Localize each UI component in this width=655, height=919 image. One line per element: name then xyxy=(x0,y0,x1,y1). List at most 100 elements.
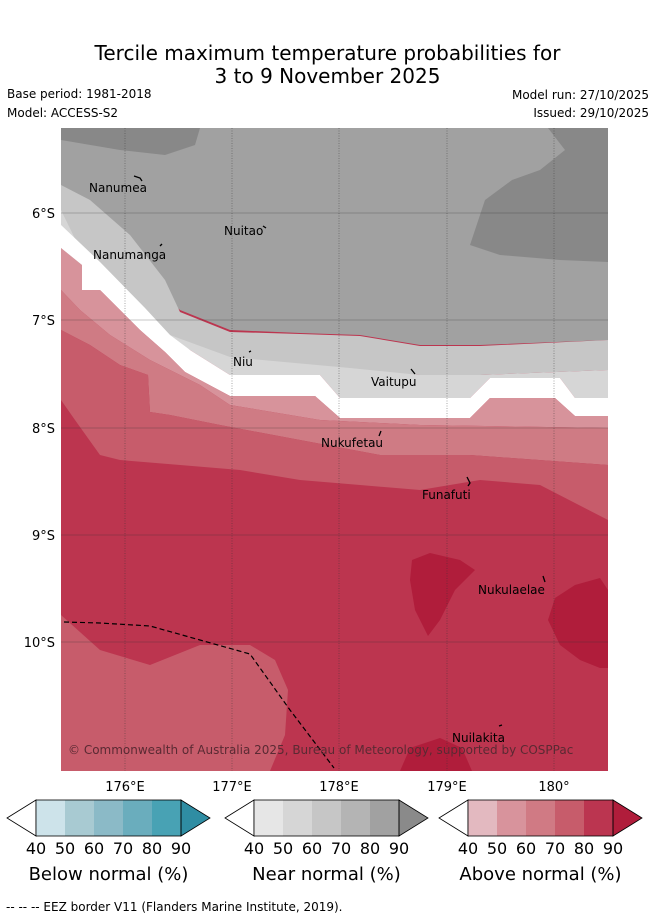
colorbar-tick-label: 70 xyxy=(331,839,351,858)
place-label-nuilakita: Nuilakita xyxy=(452,731,505,745)
map-grid xyxy=(61,128,608,771)
island-nanumea xyxy=(133,175,143,182)
colorbars: 40 50 60 70 80 90 Below normal (%) 40 50 60 70 80 90… xyxy=(6,799,643,885)
y-tick-label: 9°S xyxy=(32,529,55,544)
island-vaitupu xyxy=(410,368,416,375)
contour-above-70-southwest xyxy=(61,615,288,771)
island-nukulaelae xyxy=(542,575,546,583)
colorbar-tick-label: 80 xyxy=(574,839,594,858)
place-label-nukulaelae: Nukulaelae xyxy=(478,583,545,597)
contour-near-60 xyxy=(61,210,608,398)
colorbar-tick-label: 40 xyxy=(26,839,46,858)
colorbar-outline xyxy=(467,799,614,837)
colorbar-over-extension xyxy=(612,799,643,837)
contour-above-50 xyxy=(61,248,608,428)
colorbar-outline xyxy=(253,799,400,837)
y-tick-label: 10°S xyxy=(24,636,55,651)
colorbar-segment xyxy=(526,800,555,836)
y-axis-ticks: 6°S 7°S 8°S 9°S 10°S xyxy=(24,207,55,651)
x-tick-label: 178°E xyxy=(319,780,359,795)
x-tick-label: 176°E xyxy=(105,780,145,795)
y-tick-label: 8°S xyxy=(32,422,55,437)
colorbar-tick-label: 70 xyxy=(545,839,565,858)
colorbar-over-extension xyxy=(398,799,429,837)
colorbar-tick-label: 60 xyxy=(516,839,536,858)
colorbar-tick-label: 90 xyxy=(389,839,409,858)
colorbar-segment xyxy=(312,800,341,836)
island-niu xyxy=(248,350,252,353)
island-marks xyxy=(133,175,546,727)
colorbar-2: 40 50 60 70 80 90 Above normal (%) xyxy=(438,799,643,885)
colorbar-under-extension xyxy=(6,799,37,837)
island-funafuti xyxy=(466,476,471,487)
colorbar-title: Near normal (%) xyxy=(252,864,401,885)
colorbar-tick-label: 40 xyxy=(244,839,264,858)
colorbar-title: Above normal (%) xyxy=(459,864,621,885)
eez-legend-note: -- -- -- EEZ border V11 (Flanders Marine… xyxy=(6,900,343,914)
colorbar-under-extension xyxy=(224,799,255,837)
island-nukufetau xyxy=(378,430,382,437)
colorbar-segment xyxy=(497,800,526,836)
colorbar-segment xyxy=(123,800,152,836)
colorbar-segment xyxy=(152,800,181,836)
place-label-nukufetau: Nukufetau xyxy=(321,436,383,450)
place-label-nuitao: Nuitao xyxy=(224,224,263,238)
x-tick-label: 177°E xyxy=(212,780,252,795)
colorbar-segment xyxy=(94,800,123,836)
colorbar-tick-label: 60 xyxy=(302,839,322,858)
colorbar-segment xyxy=(370,800,399,836)
contour-near-90-top xyxy=(61,128,200,155)
model-run: Model run: 27/10/2025 xyxy=(511,88,649,102)
colorbar-tick-label: 60 xyxy=(84,839,104,858)
contour-above-70 xyxy=(61,330,608,520)
issued-date: Issued: 29/10/2025 xyxy=(533,106,649,120)
colorbar-1: 40 50 60 70 80 90 Near normal (%) xyxy=(224,799,429,885)
colorbar-0: 40 50 60 70 80 90 Below normal (%) xyxy=(6,799,211,885)
place-label-vaitupu: Vaitupu xyxy=(371,375,417,389)
model-name: Model: ACCESS-S2 xyxy=(7,106,119,120)
contour-low-probability xyxy=(61,225,608,418)
y-tick-label: 6°S xyxy=(32,207,55,222)
colorbar-tick-label: 70 xyxy=(113,839,133,858)
contour-above-60 xyxy=(61,290,608,465)
colorbar-title: Below normal (%) xyxy=(29,864,189,885)
contour-above-90-central xyxy=(410,553,475,636)
x-tick-label: 179°E xyxy=(427,780,467,795)
x-axis-ticks: 176°E 177°E 178°E 179°E 180° xyxy=(105,780,569,795)
place-label-funafuti: Funafuti xyxy=(422,488,471,502)
colorbar-segment xyxy=(555,800,584,836)
colorbar-tick-label: 90 xyxy=(603,839,623,858)
eez-border-line xyxy=(63,621,335,769)
colorbar-tick-label: 50 xyxy=(487,839,507,858)
colorbar-segment xyxy=(283,800,312,836)
colorbar-segment xyxy=(254,800,283,836)
colorbar-segment xyxy=(584,800,613,836)
contour-near-80 xyxy=(61,128,608,345)
colorbar-segment xyxy=(341,800,370,836)
contour-above-90-east xyxy=(548,578,608,668)
colorbar-over-extension xyxy=(180,799,211,837)
colorbar-segment xyxy=(36,800,65,836)
colorbar-outline xyxy=(35,799,182,837)
colorbar-segment xyxy=(468,800,497,836)
colorbar-tick-label: 80 xyxy=(142,839,162,858)
colorbar-segment xyxy=(65,800,94,836)
colorbar-tick-label: 50 xyxy=(55,839,75,858)
place-label-niu: Niu xyxy=(233,355,253,369)
place-label-nanumea: Nanumea xyxy=(89,181,147,195)
place-label-nanumanga: Nanumanga xyxy=(93,248,166,262)
island-nuilakita xyxy=(498,724,503,727)
place-labels: Nanumea Nuitao Nanumanga Niu Vaitupu Nuk… xyxy=(89,181,545,745)
colorbar-tick-label: 90 xyxy=(171,839,191,858)
attribution-text: © Commonwealth of Australia 2025, Bureau… xyxy=(68,743,573,757)
contour-near-70 xyxy=(61,185,608,375)
base-period: Base period: 1981-2018 xyxy=(7,87,152,101)
colorbar-under-extension xyxy=(438,799,469,837)
island-nuitao xyxy=(262,225,267,229)
x-tick-label: 180° xyxy=(538,780,569,795)
colorbar-tick-label: 40 xyxy=(458,839,478,858)
chart-title-line2: 3 to 9 November 2025 xyxy=(214,64,441,88)
contour-above-90-south xyxy=(400,738,472,771)
contour-near-90-east xyxy=(470,128,608,262)
